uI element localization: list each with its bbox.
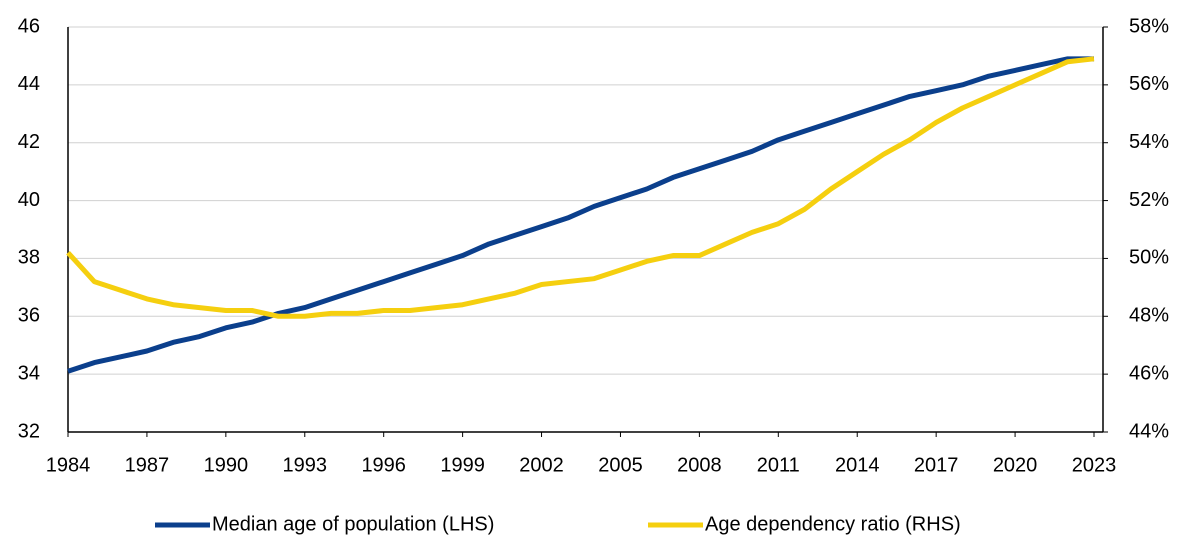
y2-tick-label: 44%: [1129, 420, 1169, 442]
x-tick-label: 1987: [125, 454, 170, 476]
x-tick-label: 2005: [598, 454, 643, 476]
series-line: [67, 56, 1094, 374]
y-tick-label: 44: [18, 73, 40, 95]
x-tick-label: 2008: [677, 454, 722, 476]
y2-tick-label: 52%: [1129, 189, 1169, 211]
x-tick-label: 1984: [46, 454, 91, 476]
x-tick-label: 1990: [204, 454, 249, 476]
y2-tick-label: 56%: [1129, 73, 1169, 95]
y-tick-label: 40: [18, 189, 40, 211]
y2-tick-label: 54%: [1129, 131, 1169, 153]
x-tick-label: 2011: [757, 454, 800, 476]
x-tick-label: 1996: [361, 454, 406, 476]
x-tick-label: 2014: [835, 454, 880, 476]
series-line: [66, 56, 1095, 319]
x-tick-label: 1999: [440, 454, 485, 476]
y2-tick-label: 46%: [1129, 362, 1169, 384]
x-tick-label: 2002: [519, 454, 564, 476]
y-tick-label: 42: [18, 131, 40, 153]
y-tick-label: 34: [18, 362, 40, 384]
y2-tick-label: 48%: [1129, 305, 1169, 327]
x-tick-label: 2020: [993, 454, 1038, 476]
y-tick-label: 36: [18, 305, 40, 327]
legend-label: Age dependency ratio (RHS): [705, 513, 961, 535]
x-tick-label: 1993: [283, 454, 328, 476]
y-tick-label: 38: [18, 247, 40, 269]
y-tick-label: 32: [18, 420, 40, 442]
y2-tick-label: 50%: [1129, 247, 1169, 269]
x-tick-label: 2017: [914, 454, 959, 476]
y-tick-label: 46: [18, 15, 40, 37]
x-tick-label: 2023: [1072, 454, 1117, 476]
y2-tick-label: 58%: [1129, 15, 1169, 37]
legend-label: Median age of population (LHS): [212, 513, 494, 535]
